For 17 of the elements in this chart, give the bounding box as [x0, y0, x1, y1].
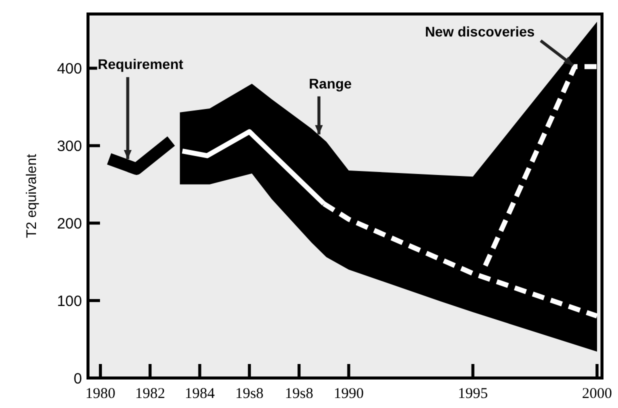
x-tick-label: 1984 — [184, 386, 216, 402]
x-tick-label: 2000 — [582, 386, 612, 402]
annotation: Range — [308, 75, 352, 92]
y-tick-label: 400 — [56, 60, 82, 78]
x-tick-label: 19s8 — [235, 386, 264, 402]
x-tick-label: 1982 — [135, 386, 166, 402]
y-tick-label: 100 — [56, 292, 82, 310]
annotation: Requirement — [98, 56, 184, 72]
y-axis-title: T2 equivalent — [23, 154, 39, 238]
y-tick-label: 300 — [56, 138, 82, 155]
y-tick-label: 0 — [74, 370, 82, 388]
x-tick-label: 19s8 — [284, 386, 314, 402]
y-tick-label: 200 — [56, 215, 82, 232]
x-tick-label: 1990 — [334, 386, 364, 402]
x-tick-label: 1980 — [85, 386, 116, 402]
annotation: New discoveries — [424, 24, 535, 40]
x-tick-label: 1995 — [458, 386, 488, 402]
